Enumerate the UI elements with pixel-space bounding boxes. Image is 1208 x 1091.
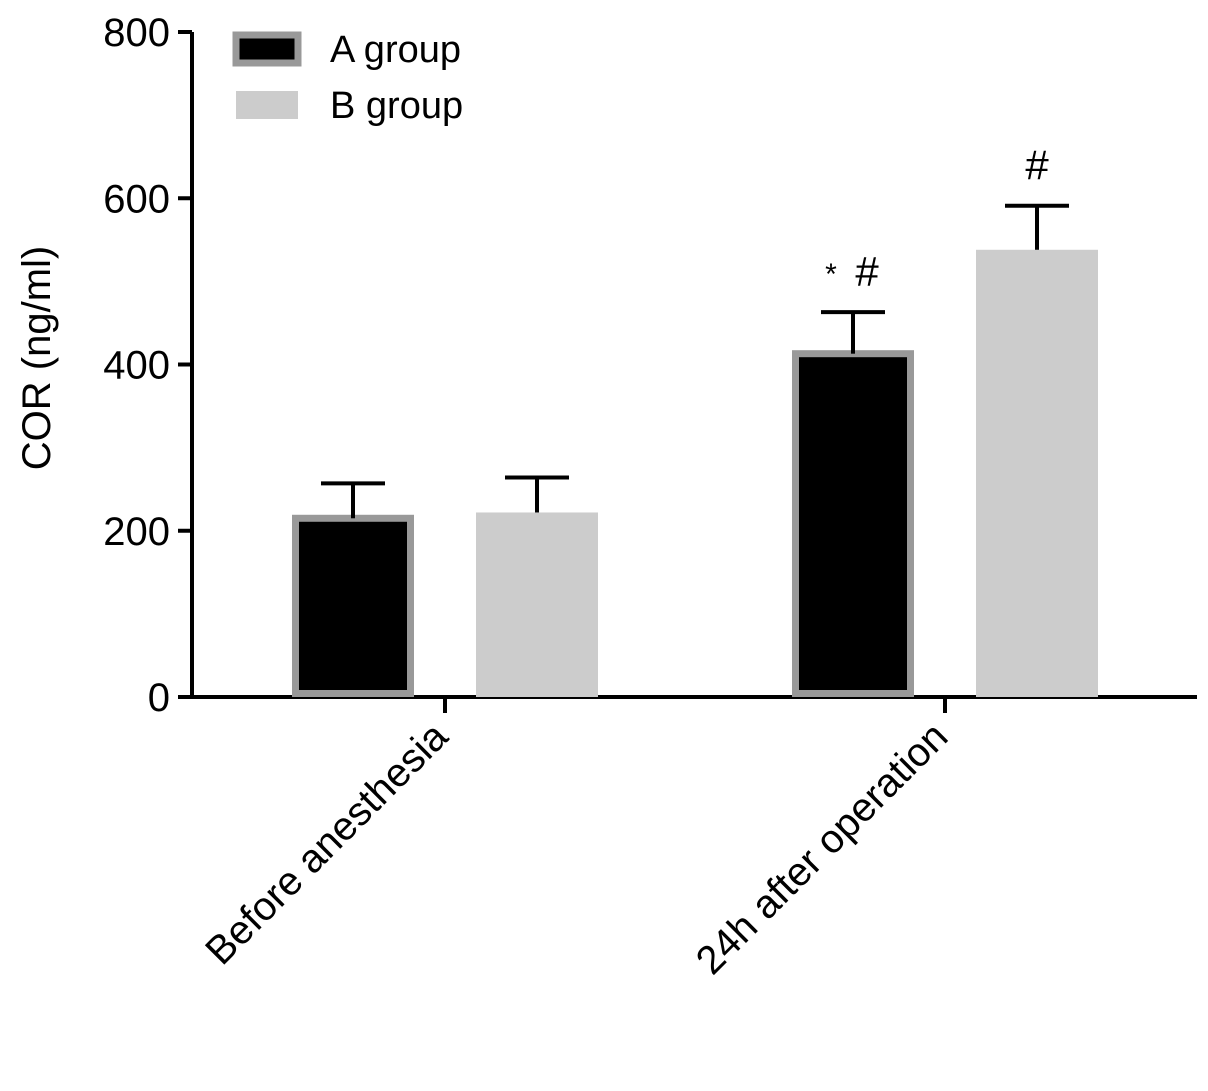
legend-swatch (236, 91, 298, 119)
legend: A group B group (232, 29, 463, 127)
x-axis: Before anesthesia 24h after operation (190, 695, 1197, 983)
legend-label: B group (330, 85, 463, 127)
legend-label: A group (330, 29, 461, 71)
y-tick-label: 200 (103, 510, 170, 554)
y-axis-label: COR (ng/ml) (15, 246, 59, 470)
bar (476, 512, 598, 697)
significance-annotations: * # # (825, 142, 1049, 295)
significance-star: * (825, 258, 837, 291)
bar (292, 514, 414, 697)
y-tick-label: 800 (103, 11, 170, 55)
significance-hash: # (1025, 142, 1049, 189)
error-bars (321, 203, 1069, 519)
significance-hash: # (855, 248, 879, 295)
legend-swatch (232, 31, 302, 67)
y-tick-label: 0 (148, 676, 170, 720)
x-tick-label: Before anesthesia (197, 714, 457, 974)
y-axis: 0 200 400 600 800 (103, 11, 194, 720)
x-tick-label: 24h after operation (688, 714, 957, 983)
y-tick-label: 400 (103, 344, 170, 388)
bars (292, 249, 1098, 697)
y-tick-label: 600 (103, 177, 170, 221)
bar (976, 249, 1098, 697)
bar (792, 350, 914, 697)
